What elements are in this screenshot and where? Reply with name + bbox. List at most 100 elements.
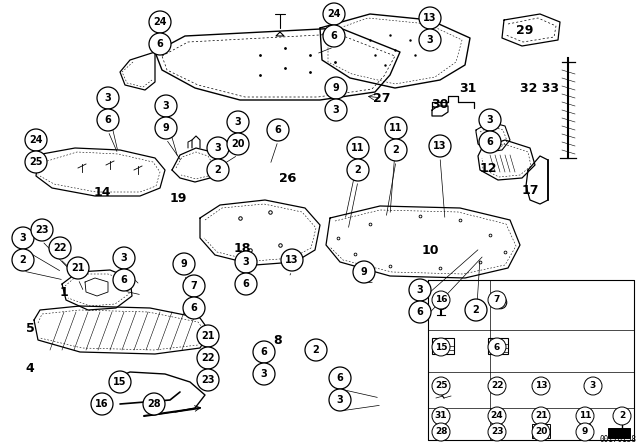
Text: 16: 16 (435, 296, 447, 305)
Circle shape (31, 219, 53, 241)
Circle shape (429, 135, 451, 157)
Circle shape (329, 367, 351, 389)
Text: 3: 3 (486, 115, 493, 125)
Text: 2: 2 (392, 145, 399, 155)
Circle shape (25, 129, 47, 151)
Circle shape (253, 341, 275, 363)
Text: 3: 3 (20, 233, 26, 243)
Text: 9: 9 (180, 259, 188, 269)
Text: 27: 27 (373, 91, 391, 104)
Text: 21: 21 (201, 331, 215, 341)
Circle shape (347, 137, 369, 159)
Circle shape (113, 269, 135, 291)
Text: 6: 6 (486, 137, 493, 147)
Circle shape (197, 325, 219, 347)
Circle shape (419, 7, 441, 29)
Circle shape (12, 249, 34, 271)
Text: 30: 30 (431, 98, 449, 111)
Circle shape (197, 369, 219, 391)
Circle shape (155, 117, 177, 139)
Text: 6: 6 (337, 373, 344, 383)
Text: 6: 6 (331, 31, 337, 41)
Circle shape (197, 347, 219, 369)
Text: 18: 18 (234, 241, 251, 254)
Text: 6: 6 (120, 275, 127, 285)
Circle shape (432, 407, 450, 425)
Text: 3: 3 (333, 105, 339, 115)
Text: 3: 3 (104, 93, 111, 103)
Text: 9: 9 (163, 123, 170, 133)
Text: 15: 15 (435, 343, 447, 352)
Text: 24: 24 (29, 135, 43, 145)
Text: 6: 6 (260, 347, 268, 357)
Text: 14: 14 (93, 185, 111, 198)
Text: 11: 11 (389, 123, 403, 133)
Text: 4: 4 (26, 362, 35, 375)
Circle shape (419, 29, 441, 51)
Text: 7: 7 (494, 296, 500, 305)
Text: 3: 3 (163, 101, 170, 111)
Circle shape (532, 407, 550, 425)
Text: 3: 3 (120, 253, 127, 263)
Text: 3: 3 (337, 395, 344, 405)
Circle shape (323, 3, 345, 25)
Text: 10: 10 (421, 244, 439, 257)
Circle shape (432, 291, 450, 309)
Text: 2: 2 (355, 165, 362, 175)
Circle shape (109, 371, 131, 393)
Text: 3: 3 (243, 257, 250, 267)
Circle shape (353, 261, 375, 283)
Text: 6: 6 (494, 343, 500, 352)
Circle shape (409, 279, 431, 301)
Circle shape (149, 33, 171, 55)
FancyBboxPatch shape (608, 428, 630, 438)
Circle shape (488, 338, 506, 356)
Circle shape (325, 77, 347, 99)
Circle shape (479, 109, 501, 131)
Text: 15: 15 (113, 377, 127, 387)
Circle shape (584, 377, 602, 395)
Circle shape (12, 227, 34, 249)
Text: 22: 22 (201, 353, 215, 363)
Text: 23: 23 (491, 427, 503, 436)
Circle shape (347, 159, 369, 181)
Text: 32 33: 32 33 (520, 82, 559, 95)
Text: 6: 6 (243, 279, 250, 289)
Text: 1: 1 (60, 285, 68, 298)
Circle shape (305, 339, 327, 361)
Text: 23: 23 (201, 375, 215, 385)
Circle shape (576, 407, 594, 425)
Circle shape (267, 119, 289, 141)
Circle shape (409, 301, 431, 323)
Text: 6: 6 (191, 303, 197, 313)
Text: 17: 17 (521, 184, 539, 197)
Circle shape (207, 137, 229, 159)
Circle shape (488, 291, 506, 309)
Text: 3: 3 (427, 35, 433, 45)
Circle shape (183, 275, 205, 297)
Circle shape (49, 237, 71, 259)
Text: 3: 3 (590, 382, 596, 391)
Text: 6: 6 (157, 39, 163, 49)
Text: 5: 5 (26, 322, 35, 335)
Circle shape (149, 11, 171, 33)
Circle shape (385, 117, 407, 139)
Text: 31: 31 (460, 82, 477, 95)
Text: 2: 2 (214, 165, 221, 175)
Circle shape (173, 253, 195, 275)
Text: 3: 3 (214, 143, 221, 153)
Circle shape (488, 407, 506, 425)
Circle shape (432, 338, 450, 356)
Text: 3: 3 (235, 117, 241, 127)
Text: 2: 2 (20, 255, 26, 265)
Circle shape (227, 133, 249, 155)
Circle shape (155, 95, 177, 117)
Text: 13: 13 (433, 141, 447, 151)
Circle shape (488, 377, 506, 395)
Text: 20: 20 (535, 427, 547, 436)
Text: 6: 6 (275, 125, 282, 135)
Circle shape (323, 25, 345, 47)
Circle shape (432, 377, 450, 395)
Text: 19: 19 (170, 191, 187, 204)
Circle shape (183, 297, 205, 319)
